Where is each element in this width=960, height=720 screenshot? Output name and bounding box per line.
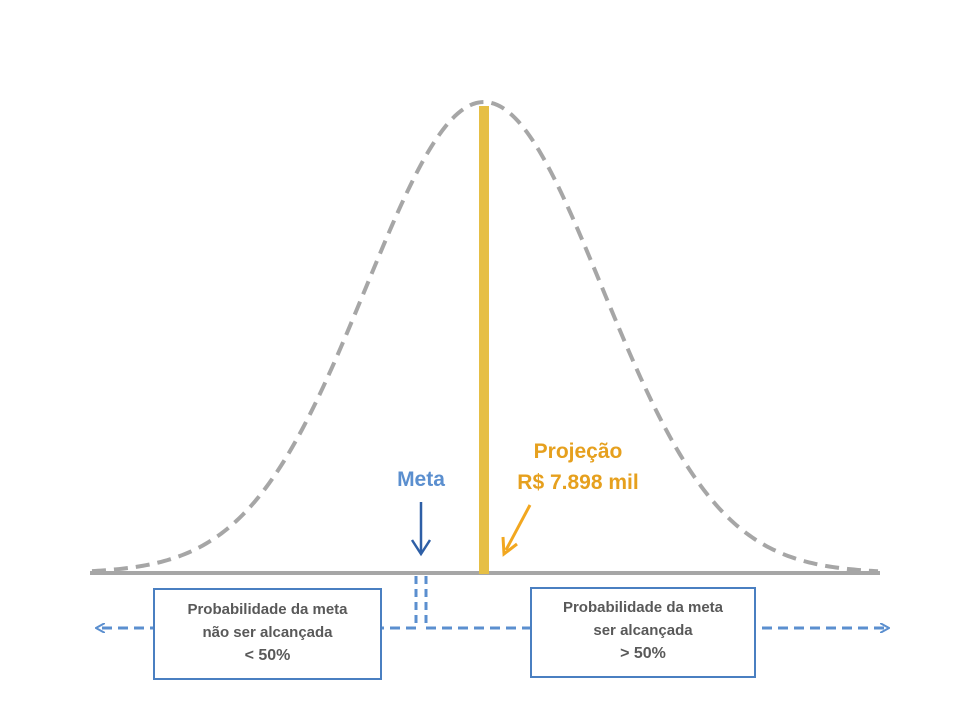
projection-arrow-icon	[501, 504, 532, 557]
left-box-line2: não ser alcançada	[202, 624, 333, 641]
right-box-percentage: > 50%	[620, 645, 666, 662]
meta-label: Meta	[397, 468, 445, 491]
right-probability-box: Probabilidade da meta ser alcançada > 50…	[530, 587, 756, 678]
meta-marker-lines	[414, 576, 428, 628]
right-box-line2: ser alcançada	[593, 622, 693, 639]
bell-curve	[91, 100, 879, 574]
right-box-line1: Probabilidade da meta	[562, 599, 724, 616]
left-box-percentage: < 50%	[244, 647, 291, 664]
left-probability-box: Probabilidade da meta não ser alcançada …	[153, 588, 382, 680]
meta-arrow-icon	[410, 502, 432, 557]
projection-value: R$ 7.898 mil	[517, 471, 638, 494]
projection-title: Projeção	[534, 440, 623, 463]
left-box-line1: Probabilidade da meta	[187, 601, 348, 618]
